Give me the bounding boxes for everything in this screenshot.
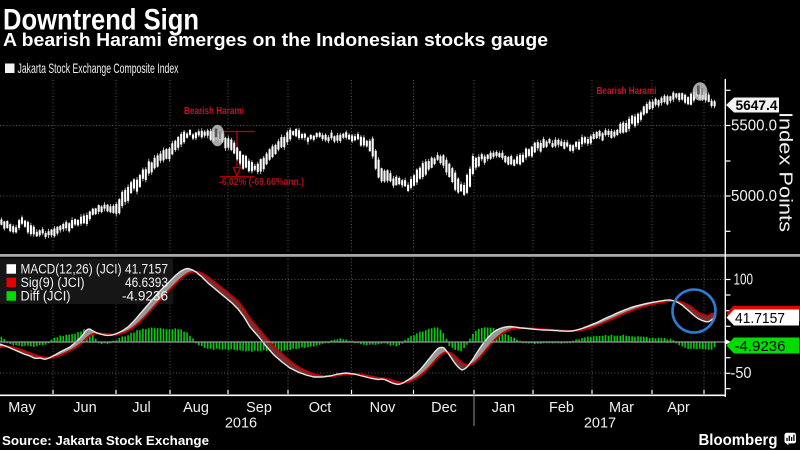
- svg-text:-4.9236: -4.9236: [122, 288, 168, 303]
- svg-text:Sep: Sep: [246, 400, 272, 416]
- svg-text:41.7157: 41.7157: [125, 261, 168, 276]
- svg-text:5647.4: 5647.4: [736, 97, 778, 113]
- svg-text:Jan: Jan: [492, 400, 515, 416]
- svg-text:Sig(9) (JCI): Sig(9) (JCI): [21, 275, 85, 290]
- svg-text:5000.0: 5000.0: [731, 188, 777, 205]
- svg-text:Bearish Harami: Bearish Harami: [184, 106, 244, 117]
- svg-text:-4.9236: -4.9236: [735, 338, 786, 355]
- svg-text:2016: 2016: [225, 416, 257, 432]
- svg-text:Source: Jakarta Stock Exchange: Source: Jakarta Stock Exchange: [2, 434, 209, 448]
- svg-text:Jun: Jun: [73, 400, 96, 416]
- svg-text:Jakarta Stock Exchange Composi: Jakarta Stock Exchange Composite Index: [18, 60, 179, 76]
- svg-text:Bearish Harami: Bearish Harami: [597, 86, 657, 97]
- svg-text:Index Points: Index Points: [776, 112, 796, 232]
- svg-text:41.7157: 41.7157: [735, 310, 785, 327]
- svg-text:46.6393: 46.6393: [125, 275, 168, 290]
- svg-text:Diff (JCI): Diff (JCI): [21, 288, 71, 303]
- svg-text:5500.0: 5500.0: [731, 118, 777, 135]
- svg-text:MACD(12,26) (JCI): MACD(12,26) (JCI): [21, 261, 122, 276]
- svg-text:Apr: Apr: [667, 400, 690, 416]
- svg-text:2017: 2017: [584, 416, 616, 432]
- svg-text:-6.02% (-69.66%ann.): -6.02% (-69.66%ann.): [219, 177, 304, 188]
- svg-text:-50: -50: [731, 365, 752, 382]
- svg-text:Feb: Feb: [549, 400, 574, 416]
- svg-text:Downtrend Sign: Downtrend Sign: [3, 4, 199, 37]
- svg-text:Bloomberg: Bloomberg: [699, 432, 778, 449]
- svg-text:A bearish Harami emerges on th: A bearish Harami emerges on the Indonesi…: [3, 30, 548, 50]
- svg-text:Jul: Jul: [132, 400, 151, 416]
- svg-text:Nov: Nov: [370, 400, 397, 416]
- svg-text:Dec: Dec: [431, 400, 457, 416]
- svg-text:May: May: [8, 400, 36, 416]
- svg-text:Oct: Oct: [309, 400, 332, 416]
- svg-text:100: 100: [734, 272, 754, 289]
- svg-text:Aug: Aug: [183, 400, 209, 416]
- svg-text:Mar: Mar: [609, 400, 634, 416]
